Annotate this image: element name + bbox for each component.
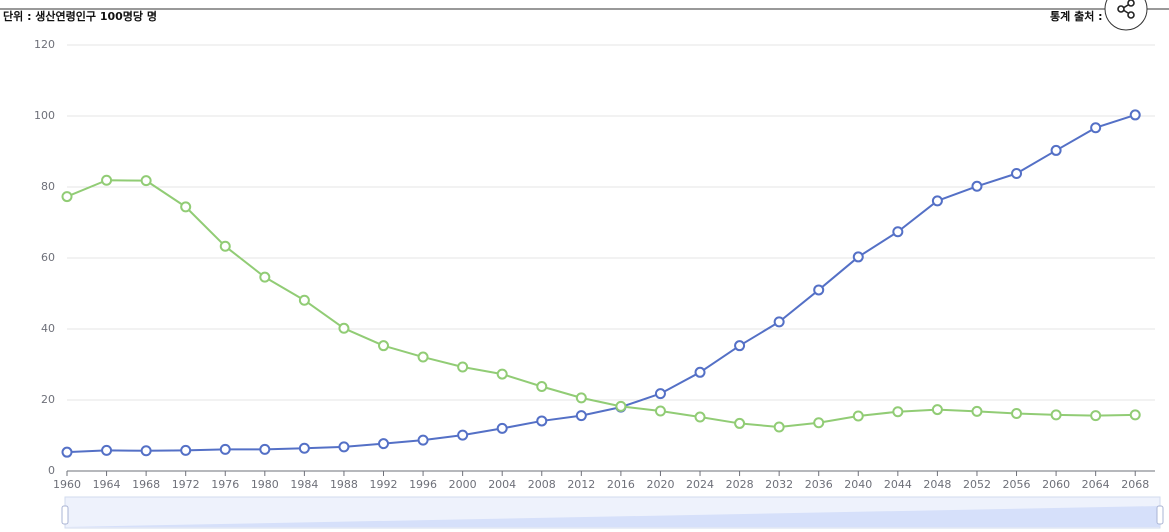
x-tick-label: 2012 bbox=[567, 478, 595, 491]
x-tick-label: 2040 bbox=[844, 478, 872, 491]
data-point bbox=[298, 442, 310, 454]
data-zoom-slider[interactable] bbox=[61, 496, 1164, 529]
data-point bbox=[180, 201, 192, 213]
y-tick-label: 80 bbox=[41, 180, 55, 193]
data-point bbox=[694, 411, 706, 423]
data-point bbox=[496, 368, 508, 380]
x-tick-label: 1992 bbox=[370, 478, 398, 491]
x-tick-label: 1980 bbox=[251, 478, 279, 491]
data-point bbox=[575, 392, 587, 404]
series-line bbox=[66, 179, 1136, 428]
data-point bbox=[298, 294, 310, 306]
data-point bbox=[417, 351, 429, 363]
data-point bbox=[61, 446, 73, 458]
x-tick-label: 1972 bbox=[172, 478, 200, 491]
data-point bbox=[140, 175, 152, 187]
x-tick-label: 2036 bbox=[805, 478, 833, 491]
data-point bbox=[457, 429, 469, 441]
data-point bbox=[852, 251, 864, 263]
data-point bbox=[378, 438, 390, 450]
x-tick-label: 2052 bbox=[963, 478, 991, 491]
data-point bbox=[457, 361, 469, 373]
x-tick-label: 2056 bbox=[1003, 478, 1031, 491]
x-tick-label: 2028 bbox=[726, 478, 754, 491]
x-tick-label: 2064 bbox=[1082, 478, 1110, 491]
data-point bbox=[536, 415, 548, 427]
x-tick-label: 2024 bbox=[686, 478, 714, 491]
data-point bbox=[971, 405, 983, 417]
y-tick-label: 40 bbox=[41, 322, 55, 335]
data-point bbox=[496, 422, 508, 434]
data-point bbox=[813, 417, 825, 429]
x-tick-label: 2016 bbox=[607, 478, 635, 491]
data-point bbox=[1129, 109, 1141, 121]
unit-label: 단위 : 생산연령인구 100명당 명 bbox=[3, 9, 157, 23]
data-point bbox=[892, 406, 904, 418]
series-line bbox=[66, 113, 1136, 454]
data-point bbox=[259, 443, 271, 455]
x-tick-label: 1960 bbox=[53, 478, 81, 491]
data-point bbox=[734, 340, 746, 352]
data-point bbox=[654, 405, 666, 417]
data-point bbox=[575, 410, 587, 422]
data-point bbox=[338, 322, 350, 334]
data-point bbox=[180, 444, 192, 456]
y-tick-label: 20 bbox=[41, 393, 55, 406]
x-tick-label: 2008 bbox=[528, 478, 556, 491]
x-tick-label: 2060 bbox=[1042, 478, 1070, 491]
data-point bbox=[1090, 122, 1102, 134]
y-tick-label: 120 bbox=[34, 38, 55, 51]
data-point bbox=[101, 174, 113, 186]
x-tick-label: 2020 bbox=[646, 478, 674, 491]
data-point bbox=[694, 366, 706, 378]
data-point bbox=[931, 404, 943, 416]
data-point bbox=[140, 445, 152, 457]
x-tick-label: 2068 bbox=[1121, 478, 1149, 491]
data-point bbox=[1011, 168, 1023, 180]
y-tick-label: 60 bbox=[41, 251, 55, 264]
x-tick-label: 2032 bbox=[765, 478, 793, 491]
data-point bbox=[1050, 144, 1062, 156]
data-point bbox=[259, 271, 271, 283]
data-point bbox=[615, 400, 627, 412]
data-point bbox=[378, 340, 390, 352]
y-tick-label: 0 bbox=[48, 464, 55, 477]
source-label: 통계 출처 : bbox=[1050, 9, 1103, 23]
data-point bbox=[219, 443, 231, 455]
data-point bbox=[773, 421, 785, 433]
data-point bbox=[892, 226, 904, 238]
data-point bbox=[61, 191, 73, 203]
data-point bbox=[931, 195, 943, 207]
x-tick-label: 1996 bbox=[409, 478, 437, 491]
x-tick-label: 1964 bbox=[93, 478, 121, 491]
data-point bbox=[734, 417, 746, 429]
x-tick-label: 2044 bbox=[884, 478, 912, 491]
x-tick-label: 1988 bbox=[330, 478, 358, 491]
x-tick-label: 1968 bbox=[132, 478, 160, 491]
x-tick-label: 2048 bbox=[923, 478, 951, 491]
x-tick-label: 1976 bbox=[211, 478, 239, 491]
share-button[interactable] bbox=[1104, 0, 1148, 31]
data-point bbox=[219, 240, 231, 252]
data-point bbox=[1050, 409, 1062, 421]
data-point bbox=[417, 434, 429, 446]
data-point bbox=[1011, 407, 1023, 419]
data-point bbox=[813, 284, 825, 296]
data-point bbox=[852, 410, 864, 422]
x-tick-label: 1984 bbox=[290, 478, 318, 491]
data-point bbox=[1090, 410, 1102, 422]
data-point bbox=[773, 316, 785, 328]
data-point bbox=[536, 381, 548, 393]
data-point bbox=[338, 441, 350, 453]
data-point bbox=[971, 180, 983, 192]
data-point bbox=[1129, 409, 1141, 421]
data-point bbox=[654, 388, 666, 400]
x-tick-label: 2004 bbox=[488, 478, 516, 491]
y-tick-label: 100 bbox=[34, 109, 55, 122]
data-point bbox=[101, 444, 113, 456]
x-tick-label: 2000 bbox=[449, 478, 477, 491]
